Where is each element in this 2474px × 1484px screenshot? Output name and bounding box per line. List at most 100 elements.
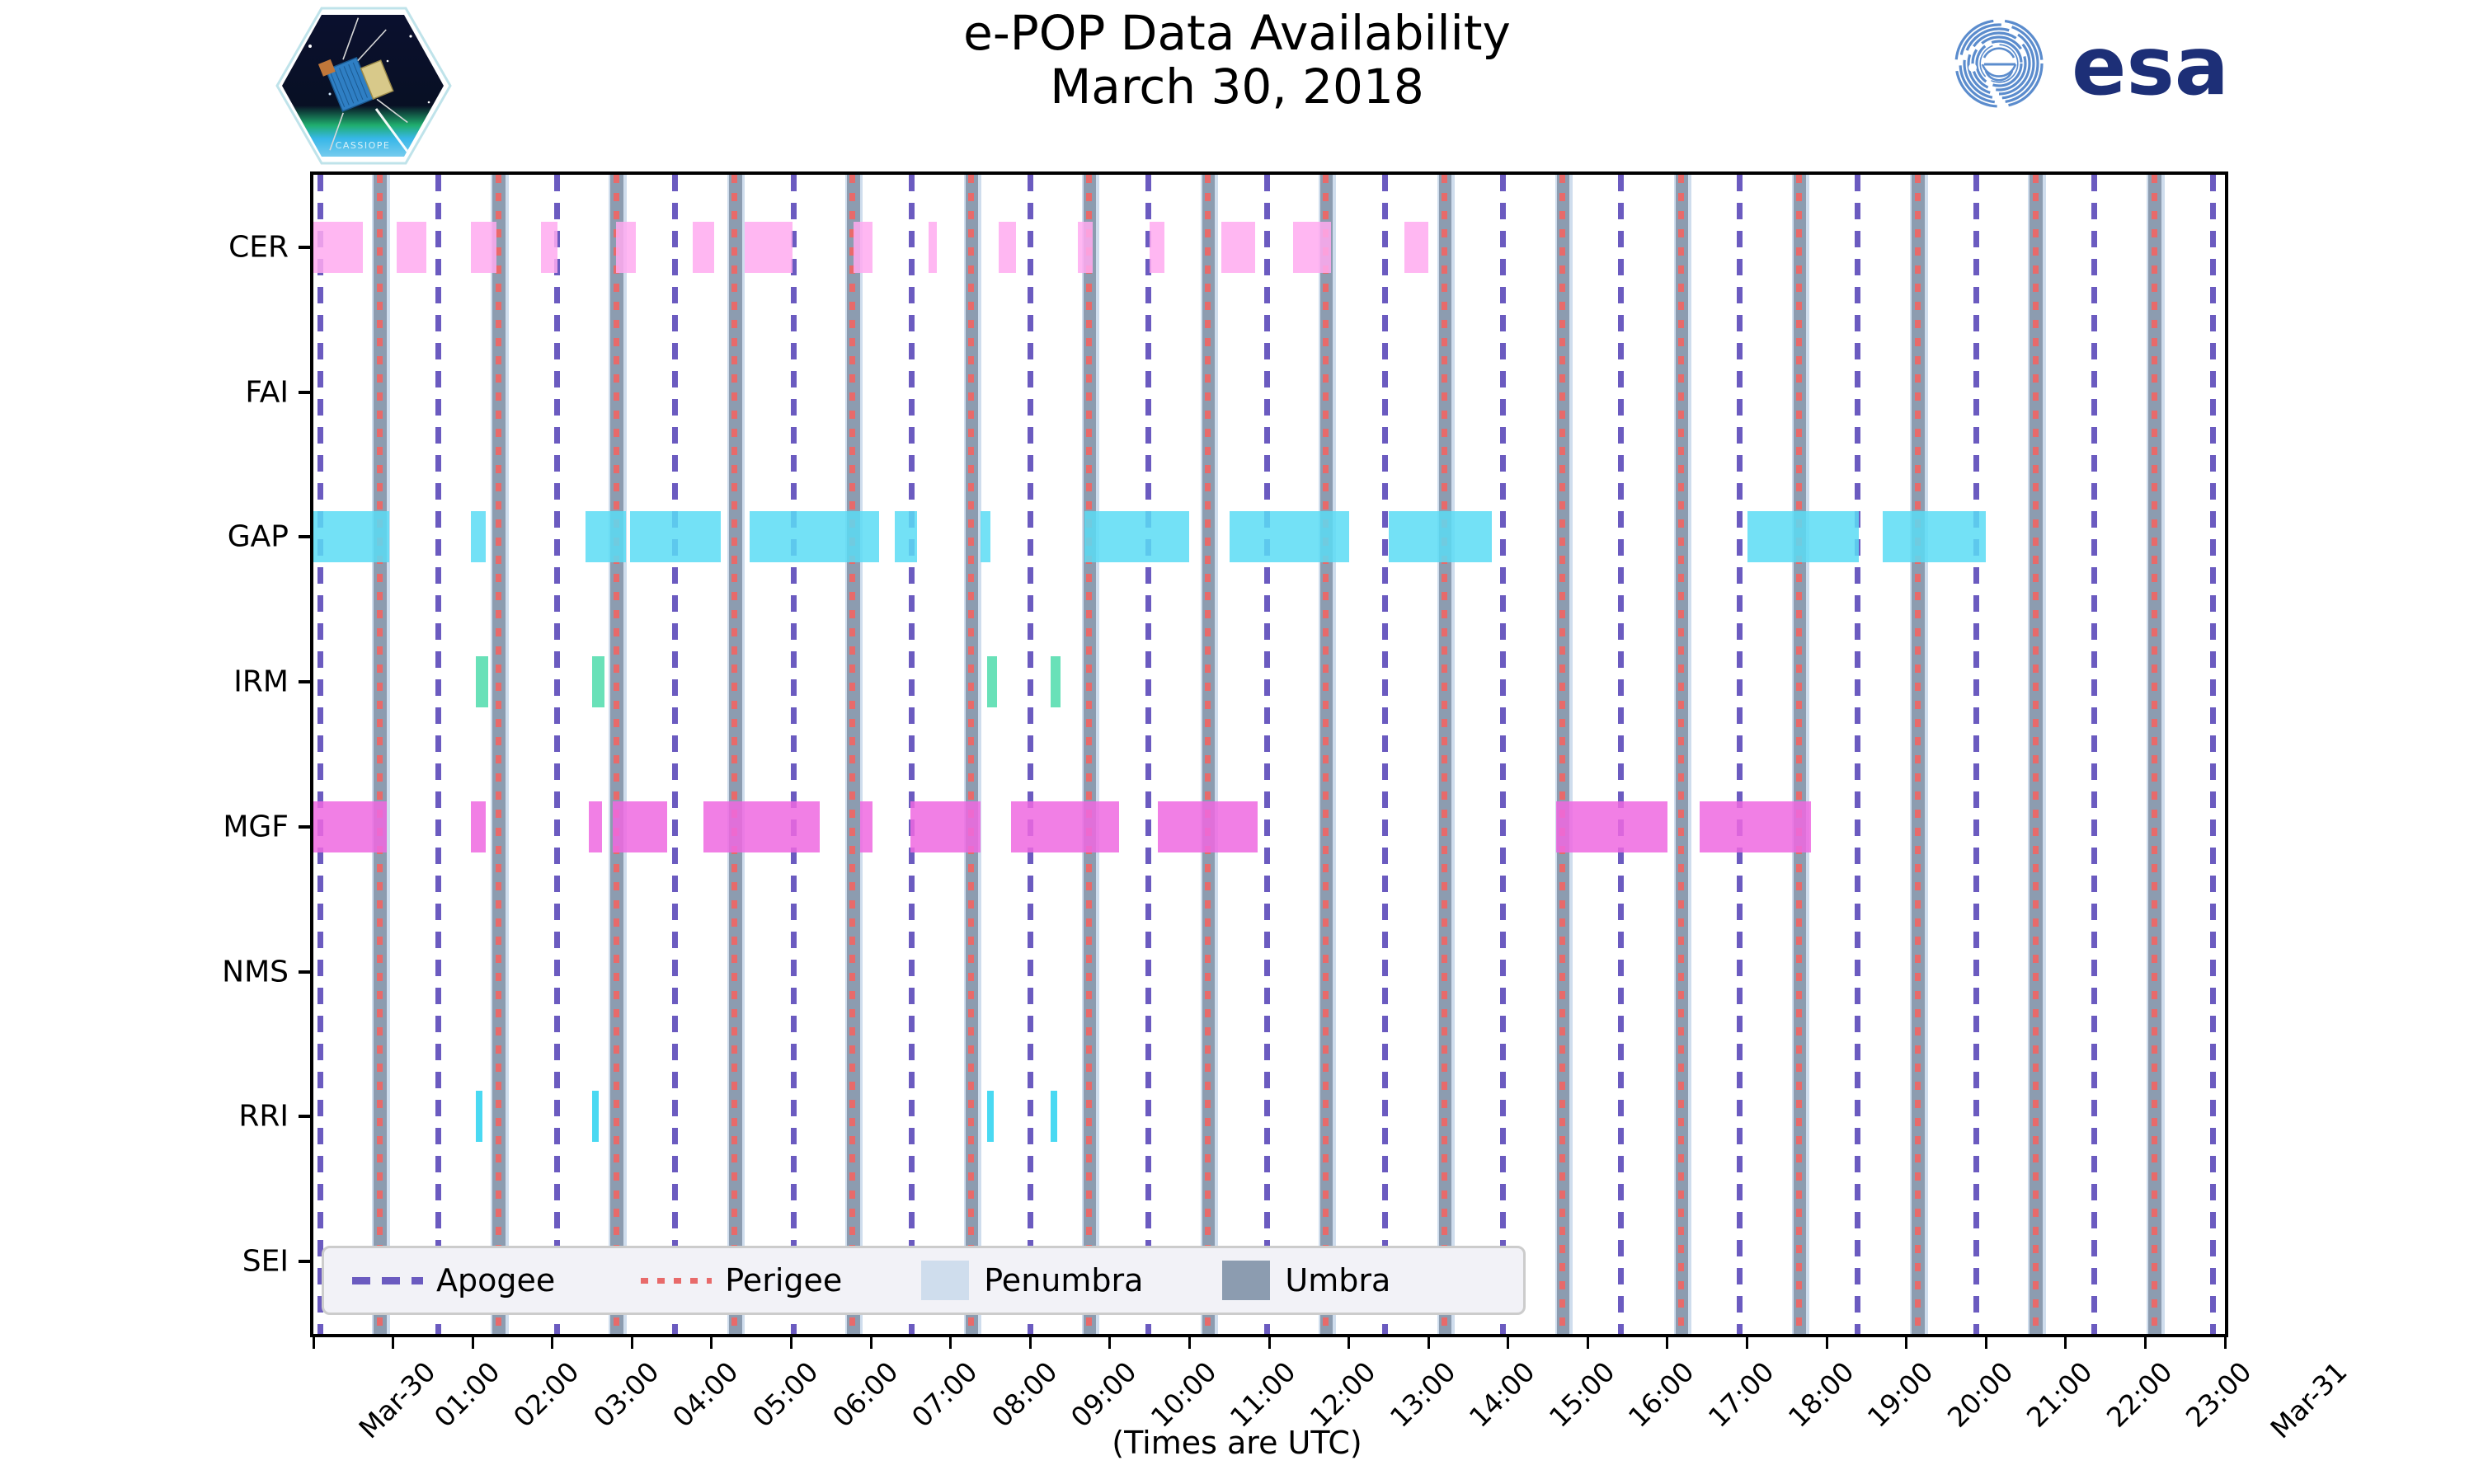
legend-label: Perigee (725, 1262, 843, 1298)
data-bar-irm (476, 656, 489, 708)
x-tick-mark (949, 1337, 952, 1349)
apogee-line (2210, 175, 2216, 1334)
data-bar-gap (586, 511, 626, 563)
y-tick-label-sei: SEI (242, 1244, 289, 1279)
legend-label: Umbra (1285, 1262, 1391, 1298)
data-bar-mgf (613, 801, 667, 852)
apogee-line (671, 175, 678, 1334)
apogee-line (1145, 175, 1151, 1334)
x-tick-label: 23:00 (2180, 1355, 2259, 1434)
x-tick-label: 11:00 (1224, 1355, 1303, 1434)
data-bar-gap (1882, 511, 1987, 563)
apogee-line (1973, 175, 1980, 1334)
data-bar-gap (1084, 511, 1190, 563)
x-tick-mark (710, 1337, 713, 1349)
apogee-line (790, 175, 797, 1334)
perigee-line (495, 175, 501, 1334)
x-tick-mark (1268, 1337, 1271, 1349)
data-bar-gap (313, 511, 389, 563)
data-bar-mgf (1011, 801, 1120, 852)
data-bar-mgf (703, 801, 821, 852)
y-tick-mark (299, 1115, 310, 1119)
data-bar-rri (476, 1091, 482, 1143)
legend-item-penumbra[interactable]: Penumbra (921, 1261, 1143, 1300)
x-tick-label: 21:00 (2020, 1355, 2099, 1434)
perigee-line (731, 175, 738, 1334)
x-tick-label: 07:00 (905, 1355, 984, 1434)
x-tick-mark (869, 1337, 872, 1349)
data-bar-cer (1221, 221, 1255, 273)
x-tick-mark (1028, 1337, 1032, 1349)
data-bar-cer (616, 221, 637, 273)
x-tick-mark (551, 1337, 554, 1349)
x-tick-label: 06:00 (825, 1355, 905, 1434)
x-tick-mark (2143, 1337, 2147, 1349)
data-bar-gap (981, 511, 990, 563)
x-tick-label: 15:00 (1542, 1355, 1621, 1434)
cassiope-logo: CASSIOPE (272, 3, 454, 168)
y-tick-label-rri: RRI (238, 1099, 289, 1134)
x-tick-label: 12:00 (1303, 1355, 1382, 1434)
legend-swatch-patch-icon (1222, 1261, 1271, 1300)
x-tick-mark (392, 1337, 395, 1349)
perigee-line (1086, 175, 1093, 1334)
x-tick-mark (471, 1337, 474, 1349)
data-bar-cer (541, 221, 557, 273)
data-bar-mgf (1699, 801, 1811, 852)
data-bar-mgf (910, 801, 981, 852)
apogee-line (317, 175, 324, 1334)
x-tick-label: 20:00 (1940, 1355, 2020, 1434)
perigee-line (968, 175, 975, 1334)
x-tick-label: 08:00 (985, 1355, 1064, 1434)
y-tick-label-nms: NMS (222, 955, 289, 989)
x-tick-mark (1586, 1337, 1589, 1349)
data-bar-cer (1404, 221, 1429, 273)
data-bar-rri (592, 1091, 599, 1143)
chart-legend: Apogee Perigee Penumbra Umbra (322, 1246, 1526, 1315)
perigee-line (2151, 175, 2157, 1334)
data-bar-rri (1051, 1091, 1058, 1143)
legend-swatch-line-icon (352, 1276, 423, 1284)
x-tick-label: 02:00 (507, 1355, 586, 1434)
x-tick-label: 04:00 (666, 1355, 745, 1434)
data-bar-cer (1078, 221, 1093, 273)
esa-wordmark: esa (2072, 20, 2229, 109)
apogee-line (554, 175, 561, 1334)
y-tick-mark (299, 390, 310, 394)
data-bar-cer (1292, 221, 1332, 273)
data-bar-gap (630, 511, 722, 563)
apogee-line (1381, 175, 1388, 1334)
apogee-line (1737, 175, 1743, 1334)
data-bar-gap (750, 511, 879, 563)
data-bar-irm (592, 656, 605, 708)
y-tick-label-mgf: MGF (223, 810, 289, 844)
y-tick-label-irm: IRM (233, 665, 289, 699)
apogee-line (1263, 175, 1270, 1334)
x-tick-label: 13:00 (1383, 1355, 1462, 1434)
perigee-line (1559, 175, 1565, 1334)
x-tick-mark (790, 1337, 793, 1349)
legend-item-perigee[interactable]: Perigee (641, 1262, 842, 1298)
x-tick-label: 09:00 (1065, 1355, 1143, 1434)
perigee-line (1914, 175, 1921, 1334)
data-bar-irm (1051, 656, 1061, 708)
y-tick-mark (299, 245, 310, 249)
perigee-line (2032, 175, 2039, 1334)
x-tick-mark (1825, 1337, 1828, 1349)
legend-item-umbra[interactable]: Umbra (1222, 1261, 1390, 1300)
x-tick-mark (1746, 1337, 1748, 1349)
data-bar-cer (692, 221, 714, 273)
perigee-line (1441, 175, 1447, 1334)
legend-item-apogee[interactable]: Apogee (352, 1262, 555, 1298)
legend-swatch-patch-icon (921, 1261, 970, 1300)
data-bar-cer (745, 221, 793, 273)
data-bar-cer (313, 221, 363, 273)
data-bar-cer (397, 221, 427, 273)
y-tick-mark (299, 535, 310, 539)
data-bar-mgf (1157, 801, 1258, 852)
x-tick-mark (1666, 1337, 1669, 1349)
x-tick-mark (1348, 1337, 1351, 1349)
apogee-line (1500, 175, 1507, 1334)
x-tick-label: 18:00 (1781, 1355, 1860, 1434)
legend-label: Penumbra (984, 1262, 1144, 1298)
